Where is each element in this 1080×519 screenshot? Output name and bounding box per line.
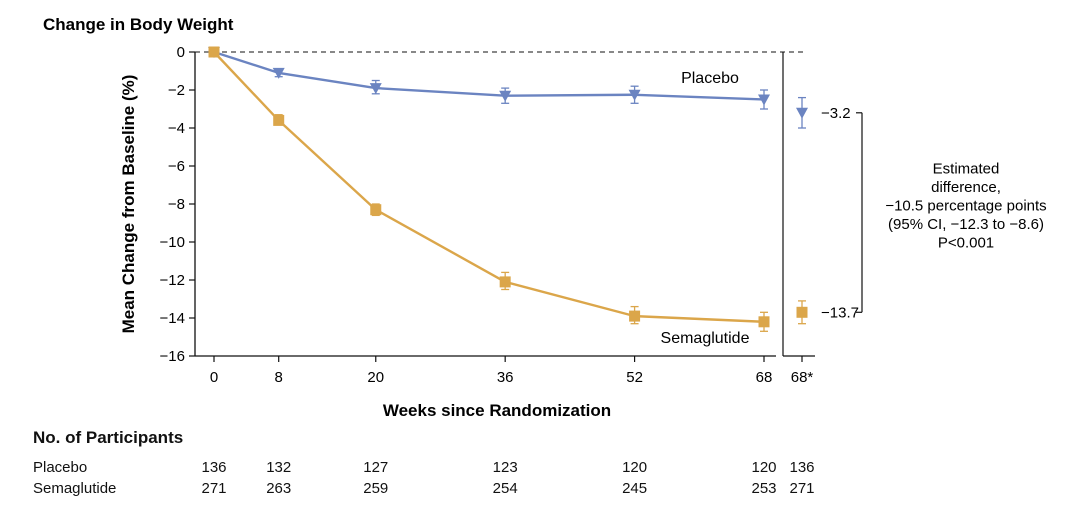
participants-count: 120 bbox=[751, 459, 777, 476]
body-weight-chart: Change in Body Weight Mean Change from B… bbox=[43, 15, 1047, 420]
y-tick-label: −4 bbox=[168, 120, 185, 137]
participants-title: No. of Participants bbox=[33, 428, 184, 447]
chart-axes: 0 −2 −4 −6 −8 −10 −12 −14 −16 0 8 20 36 52 68 68* bbox=[160, 44, 815, 386]
participants-row-placebo: Placebo 136 132 127 123 120 120 136 bbox=[0, 459, 1080, 479]
triangle-down-marker bbox=[628, 89, 641, 101]
participants-count: 271 bbox=[789, 480, 815, 497]
participants-count: 123 bbox=[492, 459, 518, 476]
triangle-down-marker bbox=[796, 107, 808, 119]
x-tick-label: 36 bbox=[497, 369, 514, 386]
semaglutide-series-label: Semaglutide bbox=[661, 330, 750, 347]
triangle-down-marker bbox=[758, 94, 770, 106]
x-tick-label: 20 bbox=[367, 369, 384, 386]
square-marker bbox=[370, 204, 382, 216]
square-marker bbox=[796, 306, 808, 318]
x-tick-label: 0 bbox=[210, 369, 218, 386]
participants-count: 136 bbox=[789, 459, 815, 476]
participants-count: 254 bbox=[492, 480, 518, 497]
plot-area: Placebo Semaglutide bbox=[208, 46, 770, 347]
y-tick-label: −10 bbox=[160, 234, 185, 251]
annotation-line: P<0.001 bbox=[938, 235, 994, 252]
estimate-column: −3.2 −13.7 bbox=[796, 96, 859, 325]
annotation-line: Estimated bbox=[933, 161, 1000, 178]
participants-count: 127 bbox=[363, 459, 389, 476]
triangle-down-marker bbox=[499, 90, 512, 102]
annotation-line: (95% CI, −12.3 to −8.6) bbox=[888, 216, 1044, 233]
placebo-estimate-label: −3.2 bbox=[821, 105, 851, 122]
y-axis-title: Mean Change from Baseline (%) bbox=[119, 75, 138, 334]
y-tick-label: −14 bbox=[160, 310, 185, 327]
participants-row-label: Semaglutide bbox=[33, 480, 117, 497]
participants-count: 259 bbox=[363, 480, 389, 497]
y-tick-label: −16 bbox=[160, 348, 185, 365]
placebo-series-label: Placebo bbox=[681, 70, 739, 87]
x-tick-label: 8 bbox=[275, 369, 283, 386]
y-tick-label: −2 bbox=[168, 82, 185, 99]
y-tick-label: −6 bbox=[168, 158, 185, 175]
square-marker bbox=[758, 316, 770, 328]
placebo-line bbox=[213, 50, 765, 101]
square-marker bbox=[273, 114, 285, 126]
annotation-line: difference, bbox=[931, 179, 1001, 196]
participants-row-label: Placebo bbox=[33, 459, 88, 476]
square-marker bbox=[629, 310, 641, 322]
chart-title: Change in Body Weight bbox=[43, 15, 234, 34]
participants-count: 271 bbox=[201, 480, 227, 497]
semaglutide-estimate-label: −13.7 bbox=[821, 304, 859, 321]
square-marker bbox=[499, 276, 511, 288]
semaglutide-line bbox=[213, 51, 765, 323]
x-tick-label: 68 bbox=[756, 369, 773, 386]
participants-count: 245 bbox=[622, 480, 648, 497]
y-tick-label: −8 bbox=[168, 196, 185, 213]
participants-count: 132 bbox=[266, 459, 292, 476]
participants-count: 120 bbox=[622, 459, 648, 476]
participants-count: 136 bbox=[201, 459, 227, 476]
x-tick-label: 52 bbox=[626, 369, 643, 386]
semaglutide-series bbox=[208, 46, 770, 332]
estimate-x-tick-label: 68* bbox=[791, 369, 814, 386]
triangle-down-marker bbox=[369, 83, 382, 95]
participants-count: 263 bbox=[266, 480, 292, 497]
square-marker bbox=[208, 46, 220, 58]
triangle-down-marker bbox=[272, 67, 285, 79]
participants-row-semaglutide: Semaglutide 271 263 259 254 245 253 271 bbox=[0, 480, 1080, 500]
annotation-line: −10.5 percentage points bbox=[885, 198, 1046, 215]
y-tick-label: −12 bbox=[160, 272, 185, 289]
x-axis-title: Weeks since Randomization bbox=[383, 401, 611, 420]
participants-count: 253 bbox=[751, 480, 777, 497]
y-tick-label: 0 bbox=[177, 44, 185, 61]
